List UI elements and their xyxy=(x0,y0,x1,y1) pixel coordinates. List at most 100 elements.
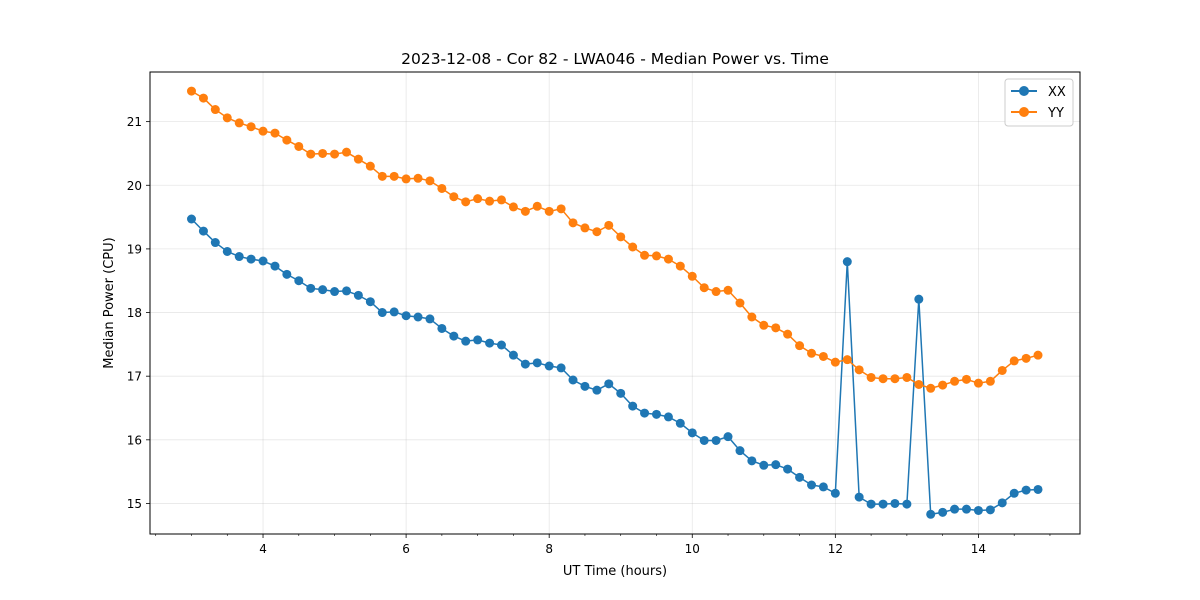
data-point-yy xyxy=(783,329,793,339)
data-point-xx xyxy=(1033,484,1043,494)
data-point-xx xyxy=(306,283,316,293)
data-point-yy xyxy=(413,173,423,183)
data-point-xx xyxy=(795,472,805,482)
legend-label-yy: YY xyxy=(1047,106,1064,121)
data-point-yy xyxy=(234,118,244,128)
data-point-yy xyxy=(818,351,828,361)
data-point-xx xyxy=(854,492,864,502)
data-point-xx xyxy=(997,498,1007,508)
data-point-yy xyxy=(735,298,745,308)
data-point-xx xyxy=(234,252,244,262)
data-point-yy xyxy=(628,242,638,252)
data-point-yy xyxy=(604,220,614,230)
data-point-xx xyxy=(902,499,912,509)
data-point-yy xyxy=(771,323,781,333)
legend-label-xx: XX xyxy=(1048,85,1066,100)
data-point-yy xyxy=(890,374,900,384)
data-point-xx xyxy=(926,509,936,519)
legend-marker-yy xyxy=(1019,107,1029,117)
data-point-xx xyxy=(485,338,495,348)
data-point-yy xyxy=(318,148,328,158)
data-point-xx xyxy=(783,464,793,474)
data-point-yy xyxy=(616,232,626,242)
data-point-xx xyxy=(377,308,387,318)
data-point-yy xyxy=(985,376,995,386)
data-point-xx xyxy=(759,460,769,470)
data-point-yy xyxy=(532,201,542,211)
data-point-yy xyxy=(580,223,590,233)
data-point-xx xyxy=(890,498,900,508)
data-point-xx xyxy=(544,361,554,371)
data-point-xx xyxy=(508,350,518,360)
data-point-yy xyxy=(699,283,709,293)
data-point-xx xyxy=(878,499,888,509)
data-point-xx xyxy=(473,335,483,345)
x-tick-label: 14 xyxy=(971,542,986,556)
data-point-xx xyxy=(663,412,673,422)
data-point-xx xyxy=(330,287,340,297)
data-point-xx xyxy=(1009,488,1019,498)
axis-ticks: 4 6 8 10 12 14 15 16 17 18 19 20 21 xyxy=(127,115,1051,556)
data-point-yy xyxy=(210,105,220,115)
data-point-yy xyxy=(1033,350,1043,360)
data-point-yy xyxy=(651,251,661,261)
data-point-xx xyxy=(747,456,757,466)
data-point-xx xyxy=(401,311,411,321)
data-point-yy xyxy=(866,372,876,382)
data-point-yy xyxy=(461,197,471,207)
data-point-yy xyxy=(425,176,435,186)
data-point-xx xyxy=(675,418,685,428)
data-point-xx xyxy=(830,488,840,498)
x-tick-label: 12 xyxy=(828,542,843,556)
data-point-yy xyxy=(222,113,232,123)
x-tick-label: 6 xyxy=(402,542,410,556)
data-point-xx xyxy=(842,257,852,267)
data-point-xx xyxy=(914,294,924,304)
data-point-yy xyxy=(640,250,650,260)
data-point-yy xyxy=(246,122,256,132)
data-point-xx xyxy=(222,246,232,256)
data-point-xx xyxy=(711,435,721,445)
data-point-xx xyxy=(628,401,638,411)
data-point-yy xyxy=(830,357,840,367)
y-tick-label: 15 xyxy=(127,497,142,511)
x-tick-label: 4 xyxy=(259,542,267,556)
data-point-yy xyxy=(663,254,673,264)
data-point-yy xyxy=(353,154,363,164)
data-point-yy xyxy=(914,379,924,389)
data-point-xx xyxy=(532,358,542,368)
data-point-xx xyxy=(270,261,280,271)
data-point-yy xyxy=(401,174,411,184)
data-point-yy xyxy=(878,374,888,384)
data-point-xx xyxy=(699,435,709,445)
data-point-yy xyxy=(807,348,817,358)
x-axis-label: UT Time (hours) xyxy=(563,564,667,579)
data-point-xx xyxy=(616,388,626,398)
data-point-xx xyxy=(449,331,459,341)
data-point-xx xyxy=(461,336,471,346)
data-point-yy xyxy=(711,287,721,297)
data-point-xx xyxy=(210,238,220,248)
plot-frame xyxy=(149,71,1081,535)
data-point-xx xyxy=(294,276,304,286)
data-point-xx xyxy=(640,408,650,418)
data-point-xx xyxy=(425,314,435,324)
data-point-xx xyxy=(973,505,983,515)
x-tick-label: 8 xyxy=(545,542,553,556)
data-point-yy xyxy=(485,196,495,206)
data-point-xx xyxy=(568,375,578,385)
data-point-xx xyxy=(258,256,268,266)
data-point-xx xyxy=(771,460,781,470)
data-point-yy xyxy=(723,285,733,295)
data-point-xx xyxy=(342,286,352,296)
series-layer xyxy=(186,86,1043,519)
data-point-yy xyxy=(449,192,459,202)
data-point-yy xyxy=(544,206,554,216)
data-point-xx xyxy=(604,379,614,389)
legend: XX YY xyxy=(1004,78,1074,127)
data-point-xx xyxy=(961,504,971,514)
data-point-yy xyxy=(795,341,805,351)
y-axis-label: Median Power (CPU) xyxy=(102,237,117,368)
data-point-xx xyxy=(985,505,995,515)
